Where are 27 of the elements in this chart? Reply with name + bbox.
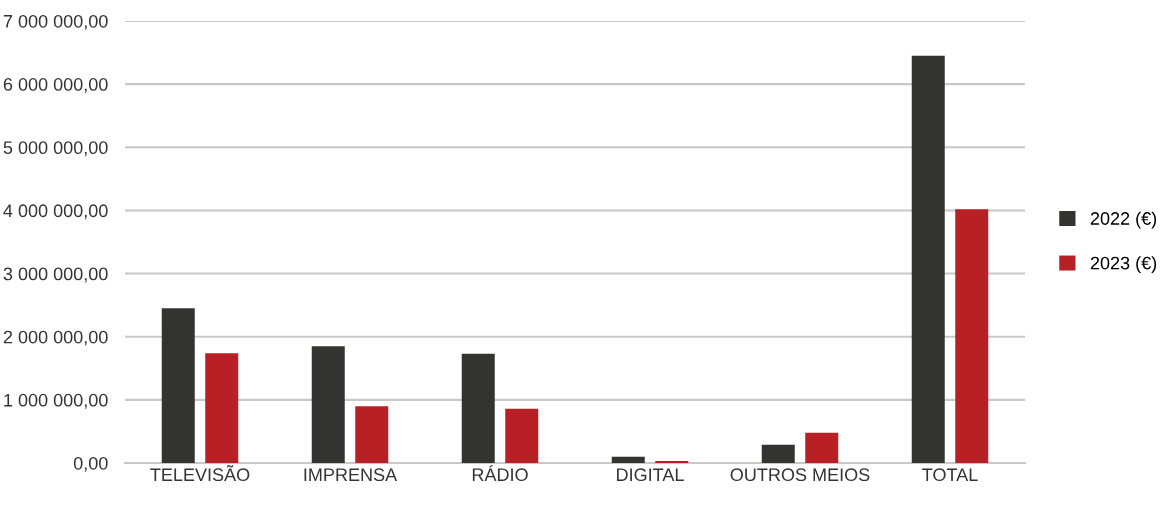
y-tick-label: 2 000 000,00 xyxy=(3,330,108,346)
bar xyxy=(911,55,945,463)
y-tick-label: 3 000 000,00 xyxy=(3,267,108,283)
y-tick-label: 6 000 000,00 xyxy=(3,78,108,93)
legend-label: 2023 (€) xyxy=(1090,256,1157,273)
y-tick-label: 7 000 000,00 xyxy=(3,14,108,30)
bar xyxy=(955,209,989,463)
x-tick-label: RÁDIO xyxy=(472,465,528,482)
x-tick-label: IMPRENSA xyxy=(304,468,398,482)
x-tick-label: DIGITAL xyxy=(617,468,684,482)
bar xyxy=(161,308,195,463)
y-tick-label: 4 000 000,00 xyxy=(3,204,108,220)
x-tick-label: TOTAL xyxy=(922,468,978,482)
bar xyxy=(205,353,239,463)
legend-label: 2022 (€) xyxy=(1090,211,1157,229)
bar xyxy=(311,346,345,463)
bar xyxy=(761,444,795,463)
bar xyxy=(805,432,839,463)
y-tick-label: 0,00 xyxy=(73,456,108,472)
x-tick-label: TELEVISÃO xyxy=(150,465,250,482)
y-tick-label: 1 000 000,00 xyxy=(4,393,108,409)
bar xyxy=(611,456,645,463)
bar xyxy=(355,406,389,463)
y-tick-label: 5 000 000,00 xyxy=(3,141,108,157)
x-tick-label: OUTROS MEIOS xyxy=(730,468,870,482)
bar xyxy=(505,408,539,463)
bar xyxy=(461,353,495,463)
